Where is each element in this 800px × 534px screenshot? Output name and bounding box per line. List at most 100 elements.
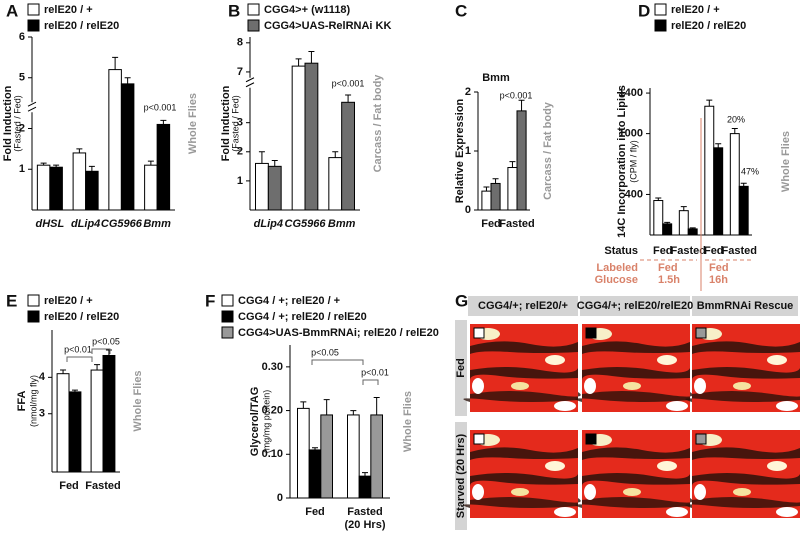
error-bar	[53, 164, 60, 168]
bar	[328, 157, 343, 211]
genotype-key	[695, 327, 707, 339]
status-label: Status	[604, 245, 638, 257]
header-bg	[468, 296, 578, 316]
error-bar	[715, 143, 722, 148]
y-tick-label: 3	[237, 117, 243, 129]
legend-label: CGG4>+ (w1118)	[264, 4, 351, 16]
column-header: CGG4/+; relE20/relE20	[577, 300, 693, 312]
bar	[255, 162, 269, 211]
genotype-key	[473, 433, 485, 445]
legend-swatch	[247, 19, 260, 32]
x-tick-label: Bmm	[328, 218, 356, 230]
side-label: Carcass / Fat body	[542, 101, 554, 200]
legend-swatch	[27, 294, 40, 307]
y-axis-label: Fold Induction	[220, 85, 232, 161]
bar	[713, 147, 724, 236]
error-bar	[105, 349, 112, 356]
error-bar	[88, 165, 95, 172]
bar	[341, 101, 355, 211]
x-tick-label: CG5966	[101, 218, 143, 230]
panel-letter: D	[638, 1, 650, 20]
legend-label: relE20 / relE20	[44, 311, 119, 323]
bar	[662, 223, 673, 236]
legend-label: relE20 / +	[44, 4, 93, 16]
legend-label: CGG4>UAS-BmmRNAi; relE20 / relE20	[238, 327, 439, 339]
bar	[90, 369, 104, 473]
y-tick-label: 0.10	[262, 448, 283, 460]
y-axis-label: FFA	[16, 391, 28, 412]
y-tick-label: 0	[277, 492, 283, 504]
bracket	[311, 359, 364, 365]
error-bar	[689, 227, 696, 229]
bar	[738, 185, 749, 236]
error-bar	[258, 151, 265, 164]
group-value: 1.5h	[658, 274, 680, 286]
annotation: p<0.05	[311, 347, 339, 357]
x-tick-label: Fed	[305, 506, 325, 518]
error-bar	[740, 182, 747, 187]
annotation: 20%	[727, 114, 745, 124]
axis-break	[245, 77, 255, 83]
x-tick-label: Fed	[59, 480, 79, 492]
bar	[291, 65, 306, 211]
x-tick-label: Fasted	[722, 245, 757, 257]
bar	[156, 123, 171, 211]
group-label: Glucose	[595, 274, 638, 286]
legend-swatch	[654, 19, 667, 32]
y-axis-sublabel: (nmol/mg fly)	[28, 375, 38, 427]
chart-title: Bmm	[482, 72, 510, 84]
side-label: Carcass / Fat body	[372, 74, 384, 173]
error-bar	[300, 401, 307, 409]
error-bar	[350, 410, 357, 415]
annotation: p<0.001	[500, 90, 533, 100]
legend-label: relE20 / relE20	[44, 20, 119, 32]
genotype-key	[585, 433, 597, 445]
legend-swatch	[27, 19, 40, 32]
legend-label: relE20 / +	[44, 295, 93, 307]
y-tick-label: 400	[625, 188, 643, 200]
bar	[36, 164, 51, 211]
error-bar	[40, 162, 47, 166]
y-axis-sublabel: (Fasted / Fed)	[230, 95, 240, 152]
bar	[102, 354, 116, 473]
bar	[507, 167, 518, 211]
bar	[267, 165, 282, 211]
error-bar	[147, 160, 154, 166]
panel-letter: A	[6, 1, 18, 20]
y-tick-label: 2	[19, 122, 25, 134]
legend-swatch	[221, 310, 234, 323]
bar	[653, 200, 664, 236]
stain-label: ORO	[541, 326, 562, 336]
y-tick-label: 2	[237, 146, 243, 158]
error-bar	[112, 56, 119, 70]
bar	[85, 170, 99, 211]
bar	[370, 414, 384, 499]
y-tick-label: 2	[465, 86, 471, 98]
bar	[347, 414, 360, 499]
bracket	[362, 379, 379, 385]
error-bar	[71, 389, 78, 392]
annotation: p<0.01	[361, 367, 389, 377]
legend-label: CGG4 / +; relE20 / +	[238, 295, 340, 307]
x-tick-label: dHSL	[36, 218, 65, 230]
bar	[490, 182, 501, 211]
error-bar	[124, 77, 131, 84]
error-bar	[295, 58, 302, 67]
error-bar	[312, 447, 318, 450]
row-bg	[455, 320, 467, 416]
error-bar	[483, 186, 490, 192]
bar	[358, 475, 372, 499]
bar	[72, 152, 87, 211]
x-tick-label: dLip4	[71, 218, 100, 230]
group-value: Fed	[709, 262, 729, 274]
bar	[56, 373, 70, 473]
bar	[120, 83, 135, 211]
bar	[108, 69, 122, 211]
bar	[308, 449, 322, 499]
y-tick-label: 0.30	[262, 361, 283, 373]
y-tick-label: 0.20	[262, 404, 283, 416]
y-tick-label: 1	[237, 175, 243, 187]
group-label: Labeled	[596, 262, 638, 274]
panel-letter: C	[455, 1, 467, 20]
